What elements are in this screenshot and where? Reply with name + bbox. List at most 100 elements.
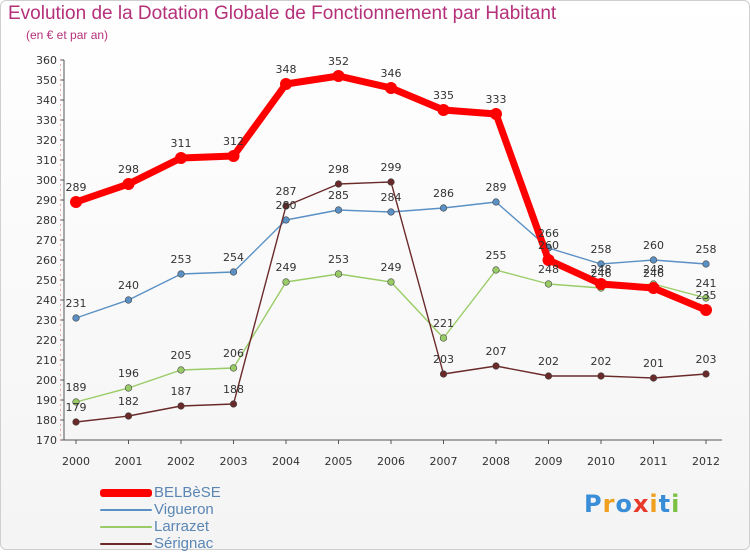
data-point (177, 402, 185, 410)
logo-letter: r (602, 490, 616, 518)
data-point (334, 180, 343, 188)
data-label: 286 (433, 187, 454, 200)
legend-item: Larrazet (100, 518, 221, 535)
y-tick-label: 330 (36, 114, 57, 127)
data-point (282, 202, 290, 210)
chart-title: Evolution de la Dotation Globale de Fonc… (8, 3, 557, 24)
data-point (702, 294, 710, 302)
x-tick-label: 2005 (325, 455, 353, 468)
y-tick-label: 240 (36, 294, 57, 307)
data-label: 287 (276, 185, 297, 198)
data-point (72, 398, 80, 406)
legend-swatch (100, 488, 152, 497)
y-tick-label: 210 (36, 354, 57, 367)
logo-letter: x (632, 490, 650, 518)
data-point (647, 282, 660, 294)
data-point (544, 280, 553, 288)
y-tick-label: 190 (36, 394, 57, 407)
legend-item: BELBèSE (100, 484, 221, 501)
series-line (75, 269, 707, 403)
legend-item: Vigueron (100, 501, 221, 518)
data-point (177, 270, 185, 278)
chart-legend: BELBèSE Vigueron Larrazet Sérignac (100, 484, 221, 552)
x-tick-label: 2011 (640, 455, 668, 468)
data-label: 202 (591, 355, 612, 368)
data-label: 348 (276, 63, 297, 76)
legend-item: Sérignac (100, 535, 221, 552)
x-tick-label: 2002 (167, 455, 195, 468)
logo-letter: i (649, 490, 659, 518)
data-label: 189 (66, 381, 87, 394)
y-tick-label: 180 (36, 414, 57, 427)
data-label: 260 (643, 239, 664, 252)
x-tick-label: 2001 (115, 455, 143, 468)
x-tick-label: 2006 (377, 455, 405, 468)
y-tick-label: 200 (36, 374, 57, 387)
data-label: 248 (643, 263, 664, 276)
data-point (702, 260, 710, 268)
data-label: 203 (433, 353, 454, 366)
data-label: 205 (171, 349, 192, 362)
data-point (70, 196, 82, 208)
legend-label: Sérignac (154, 535, 214, 552)
data-label: 253 (171, 253, 192, 266)
data-label: 253 (328, 253, 349, 266)
data-point (492, 198, 500, 206)
data-point (122, 178, 135, 190)
data-label: 207 (486, 345, 507, 358)
y-tick-label: 350 (36, 74, 57, 87)
data-label: 203 (696, 353, 717, 366)
data-label: 311 (171, 137, 192, 150)
data-label: 284 (381, 191, 402, 204)
data-point (439, 334, 448, 342)
data-label: 241 (696, 277, 717, 290)
data-point (124, 296, 133, 304)
data-label: 201 (643, 357, 664, 370)
data-label: 352 (328, 55, 349, 68)
data-label: 258 (696, 243, 717, 256)
data-point (439, 204, 448, 212)
data-label: 179 (66, 401, 87, 414)
data-label: 254 (223, 251, 244, 264)
data-point (595, 278, 607, 290)
data-point (492, 362, 500, 370)
y-tick-label: 310 (36, 154, 57, 167)
y-tick-label: 320 (36, 134, 57, 147)
y-tick-label: 300 (36, 174, 57, 187)
data-label: 249 (276, 261, 297, 274)
data-label: 248 (538, 263, 559, 276)
data-point (72, 314, 80, 322)
data-label: 248 (591, 263, 612, 276)
data-label: 246 (591, 267, 612, 280)
data-label: 289 (66, 181, 87, 194)
data-point (124, 384, 133, 392)
data-label: 235 (696, 289, 717, 302)
legend-swatch (100, 542, 152, 545)
data-point (490, 108, 502, 120)
data-point (702, 370, 710, 378)
data-label: 206 (223, 347, 244, 360)
data-point (385, 82, 397, 94)
data-point (229, 400, 238, 408)
data-point (700, 304, 712, 316)
data-point (597, 372, 605, 380)
data-point (387, 278, 395, 286)
logo-letter: i (671, 490, 681, 518)
data-label: 249 (381, 261, 402, 274)
data-point (175, 152, 187, 164)
y-tick-label: 220 (36, 334, 57, 347)
logo-letter: t (658, 490, 672, 518)
data-label: 202 (538, 355, 559, 368)
data-point (332, 70, 345, 82)
data-point (597, 260, 605, 268)
data-point (542, 254, 555, 266)
data-label: 346 (381, 67, 402, 80)
data-point (387, 208, 395, 216)
data-point (649, 374, 658, 382)
data-label: 187 (171, 385, 192, 398)
logo-letter: P (584, 490, 603, 518)
x-tick-label: 2007 (430, 455, 458, 468)
y-tick-label: 340 (36, 94, 57, 107)
